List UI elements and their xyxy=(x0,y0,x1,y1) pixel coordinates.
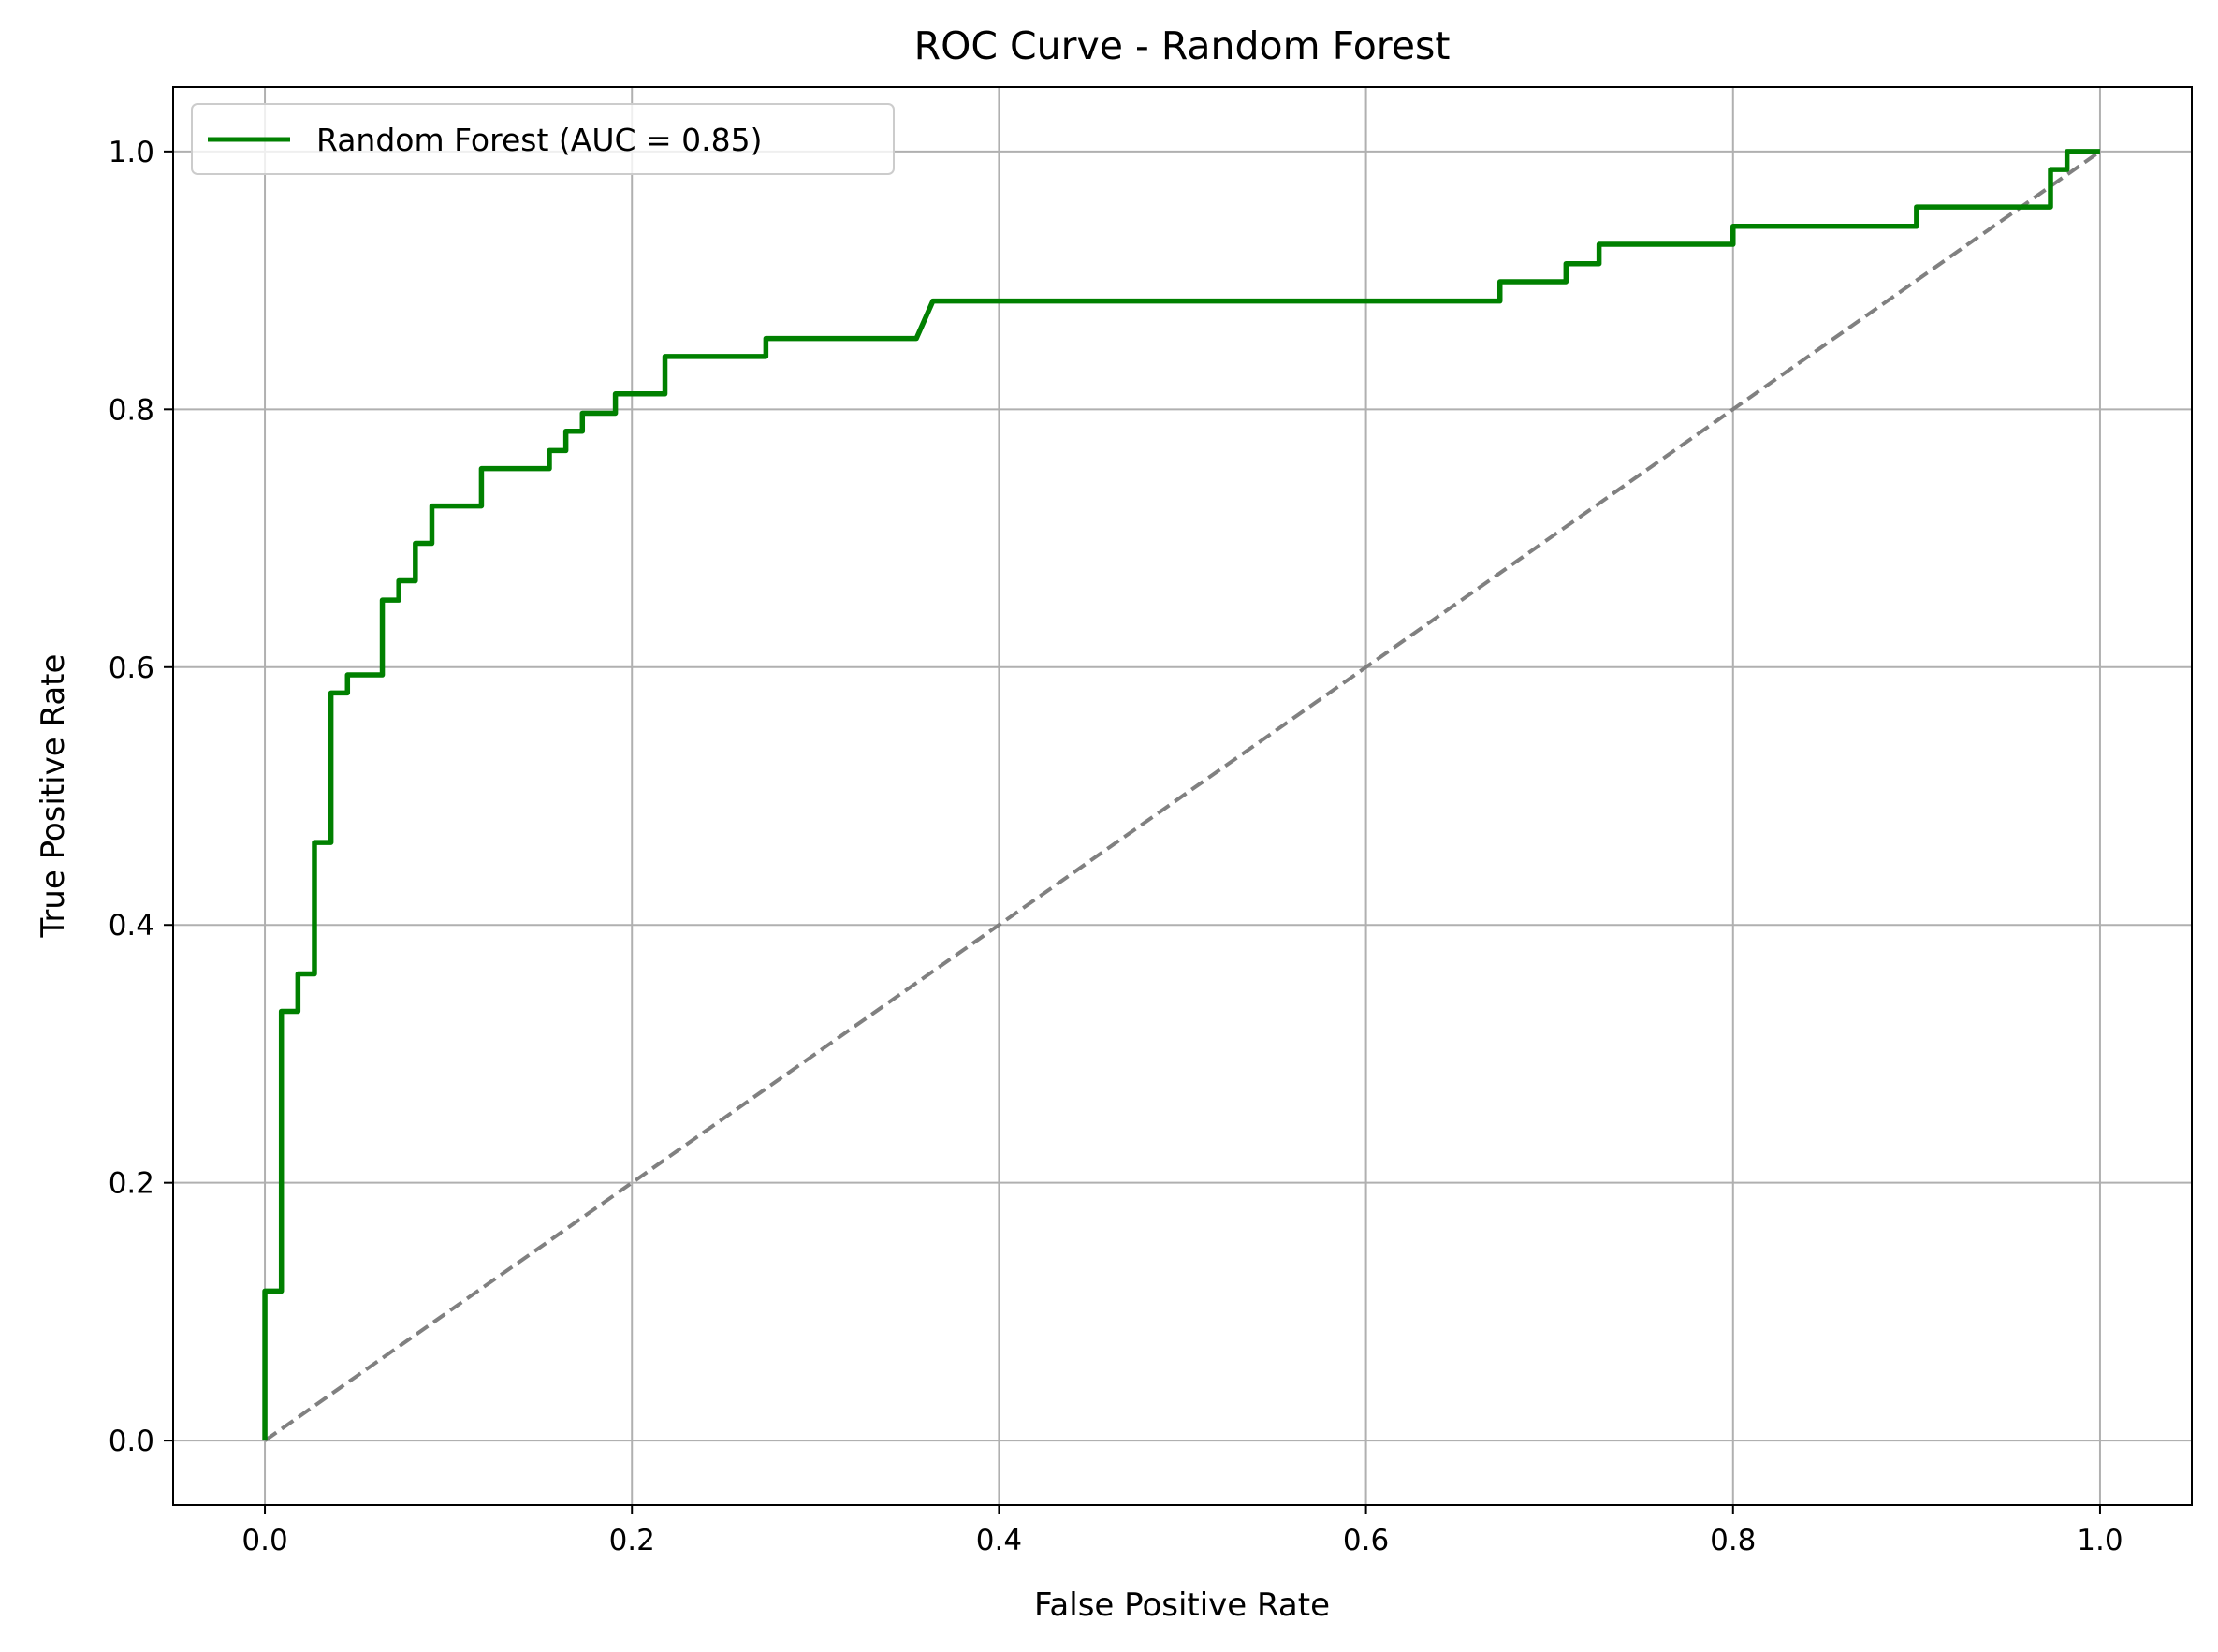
x-tick-label: 1.0 xyxy=(2077,1524,2123,1557)
legend-box xyxy=(191,103,895,175)
chance-diagonal-line xyxy=(263,150,2102,1442)
x-tick-label: 0.2 xyxy=(609,1524,655,1557)
x-tick-label: 0.8 xyxy=(1710,1524,1756,1557)
axis-ticks: 0.0 0.2 0.4 0.6 0.8 1.0 0.0 0.2 0.4 0.6 0.8 1.0 xyxy=(109,136,2123,1557)
x-tick-label: 0.0 xyxy=(241,1524,287,1557)
y-axis-label: True Positive Rate xyxy=(35,654,72,939)
y-tick-label: 0.8 xyxy=(109,393,154,427)
x-axis-label: False Positive Rate xyxy=(1034,1586,1330,1624)
y-tick-label: 1.0 xyxy=(109,136,154,169)
legend-label-random-forest: Random Forest (AUC = 0.85) xyxy=(316,122,763,158)
x-tick-label: 0.6 xyxy=(1343,1524,1389,1557)
legend: Random Forest (AUC = 0.85) xyxy=(191,103,895,175)
y-tick-label: 0.4 xyxy=(109,909,154,943)
chart-title: ROC Curve - Random Forest xyxy=(914,23,1451,68)
plot-frame xyxy=(172,86,2193,1506)
y-tick-label: 0.0 xyxy=(109,1425,154,1458)
x-tick-label: 0.4 xyxy=(976,1524,1022,1557)
roc-curve-line xyxy=(262,149,2100,1441)
y-tick-label: 0.6 xyxy=(109,651,154,685)
plot-series xyxy=(262,149,2102,1442)
grid-lines xyxy=(173,87,2192,1505)
y-tick-label: 0.2 xyxy=(109,1167,154,1201)
